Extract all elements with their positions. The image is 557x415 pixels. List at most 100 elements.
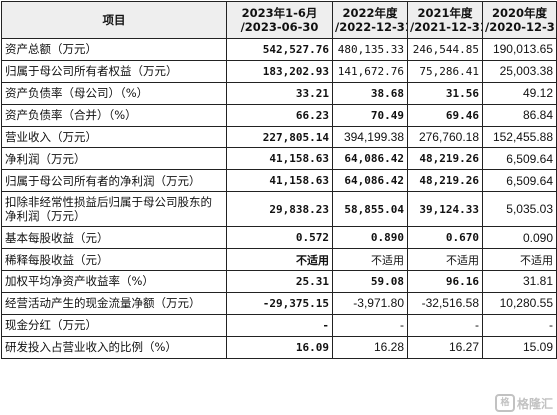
table-row: 归属于母公司所有者的净利润（万元） 41,158.63 64,086.42 48… [1,169,557,193]
cell-value: - [332,313,408,337]
cell-value: 16.28 [332,335,408,359]
row-label: 归属于母公司所有者权益（万元） [1,59,227,83]
cell-value: 183,202.93 [226,59,333,83]
table-row: 资产总额（万元） 542,527.76 480,135.33 246,544.8… [1,38,557,61]
cell-value: 58,855.04 [332,191,408,228]
table-row: 资产负债率（合并）（%） 66.23 70.49 69.46 86.84 [1,103,557,127]
cell-value: - [482,313,557,337]
cell-value: 49.12 [482,81,557,105]
header-col-2023h1: 2023年1-6月 /2023-06-30 [226,1,333,39]
cell-value: 64,086.42 [332,147,408,171]
cell-value: 不适用 [407,248,483,272]
cell-value: 不适用 [332,248,408,272]
cell-value: 33.21 [226,81,333,105]
row-label: 经营活动产生的现金流量净额（万元） [1,291,227,315]
row-label: 稀释每股收益（元） [1,248,227,272]
cell-value: 39,124.33 [407,191,483,228]
header-date: /2022-12-31 [335,20,408,34]
table-row: 基本每股收益（元） 0.572 0.890 0.670 0.090 [1,226,557,250]
header-period: 2022年度 [342,6,398,20]
header-item-label: 项目 [102,13,126,27]
cell-value: 38.68 [332,81,408,105]
table-row: 营业收入（万元） 227,805.14 394,199.38 276,760.1… [1,125,557,149]
cell-value: 不适用 [226,248,333,272]
row-label: 加权平均净资产收益率（%） [1,270,227,293]
header-col-2022: 2022年度 /2022-12-31 [332,1,408,39]
table-row: 扣除非经常性损益后归属于母公司股东的净利润（万元） 29,838.23 58,8… [1,191,557,228]
cell-value: 不适用 [482,248,557,272]
table-row: 加权平均净资产收益率（%） 25.31 59.08 96.16 31.81 [1,270,557,293]
cell-value: 227,805.14 [226,125,333,149]
header-period: 2020年度 [491,6,547,20]
row-label: 资产负债率（合并）（%） [1,103,227,127]
cell-value: 48,219.26 [407,147,483,171]
row-label: 扣除非经常性损益后归属于母公司股东的净利润（万元） [1,191,227,228]
cell-value: 480,135.33 [332,38,408,61]
table-row: 资产负债率（母公司）（%） 33.21 38.68 31.56 49.12 [1,81,557,105]
table-row: 现金分红（万元） - - - - [1,313,557,337]
cell-value: 10,280.55 [482,291,557,315]
cell-value: 41,158.63 [226,169,333,193]
row-label: 基本每股收益（元） [1,226,227,250]
cell-value: 66.23 [226,103,333,127]
cell-value: 25,003.38 [482,59,557,83]
row-label: 现金分红（万元） [1,313,227,337]
header-date: /2023-06-30 [240,20,319,34]
cell-value: - [407,313,483,337]
row-label: 净利润（万元） [1,147,227,171]
table-row: 经营活动产生的现金流量净额（万元） -29,375.15 -3,971.80 -… [1,291,557,315]
financial-indicators-table: 项目 2023年1-6月 /2023-06-30 2022年度 /2022-12… [1,1,557,359]
cell-value: 542,527.76 [226,38,333,61]
cell-value: 29,838.23 [226,191,333,228]
cell-value: 6,509.64 [482,147,557,171]
cell-value: 70.49 [332,103,408,127]
row-label: 归属于母公司所有者的净利润（万元） [1,169,227,193]
cell-value: 16.09 [226,335,333,359]
row-label: 资产总额（万元） [1,38,227,61]
cell-value: 0.670 [407,226,483,250]
cell-value: 0.090 [482,226,557,250]
header-col-2021: 2021年度 /2021-12-31 [407,1,483,39]
header-item: 项目 [1,1,227,39]
cell-value: -3,971.80 [332,291,408,315]
cell-value: 41,158.63 [226,147,333,171]
cell-value: 152,455.88 [482,125,557,149]
cell-value: 5,035.03 [482,191,557,228]
cell-value: 276,760.18 [407,125,483,149]
cell-value: 25.31 [226,270,333,293]
cell-value: 190,013.65 [482,38,557,61]
table-row: 归属于母公司所有者权益（万元） 183,202.93 141,672.76 75… [1,59,557,83]
cell-value: 31.56 [407,81,483,105]
cell-value: 141,672.76 [332,59,408,83]
cell-value: 31.81 [482,270,557,293]
header-period: 2021年度 [417,6,473,20]
cell-value: 75,286.41 [407,59,483,83]
cell-value: 0.572 [226,226,333,250]
table-row: 净利润（万元） 41,158.63 64,086.42 48,219.26 6,… [1,147,557,171]
header-col-2020: 2020年度 /2020-12-31 [482,1,557,39]
cell-value: 15.09 [482,335,557,359]
cell-value: 59.08 [332,270,408,293]
cell-value: -32,516.58 [407,291,483,315]
header-row: 项目 2023年1-6月 /2023-06-30 2022年度 /2022-12… [1,1,557,39]
header-period: 2023年1-6月 [241,6,318,20]
cell-value: 48,219.26 [407,169,483,193]
cell-value: 246,544.85 [407,38,483,61]
header-date: /2021-12-31 [410,20,483,34]
cell-value: 86.84 [482,103,557,127]
cell-value: 69.46 [407,103,483,127]
watermark-text: 格隆汇 [516,396,553,411]
header-date: /2020-12-31 [485,20,557,34]
cell-value: 394,199.38 [332,125,408,149]
table-row: 研发投入占营业收入的比例（%） 16.09 16.28 16.27 15.09 [1,335,557,359]
row-label: 营业收入（万元） [1,125,227,149]
row-label: 研发投入占营业收入的比例（%） [1,335,227,359]
gelonghui-logo-icon: 格 [494,394,515,412]
cell-value: 96.16 [407,270,483,293]
table-row: 稀释每股收益（元） 不适用 不适用 不适用 不适用 [1,248,557,272]
row-label: 资产负债率（母公司）（%） [1,81,227,105]
cell-value: -29,375.15 [226,291,333,315]
cell-value: - [226,313,333,337]
cell-value: 16.27 [407,335,483,359]
cell-value: 0.890 [332,226,408,250]
